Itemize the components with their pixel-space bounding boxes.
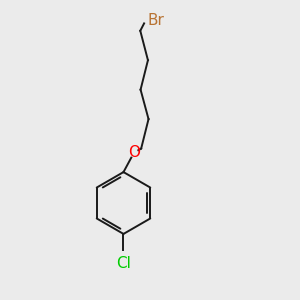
- Text: Cl: Cl: [116, 256, 131, 271]
- Text: Br: Br: [148, 13, 164, 28]
- Text: O: O: [128, 146, 140, 160]
